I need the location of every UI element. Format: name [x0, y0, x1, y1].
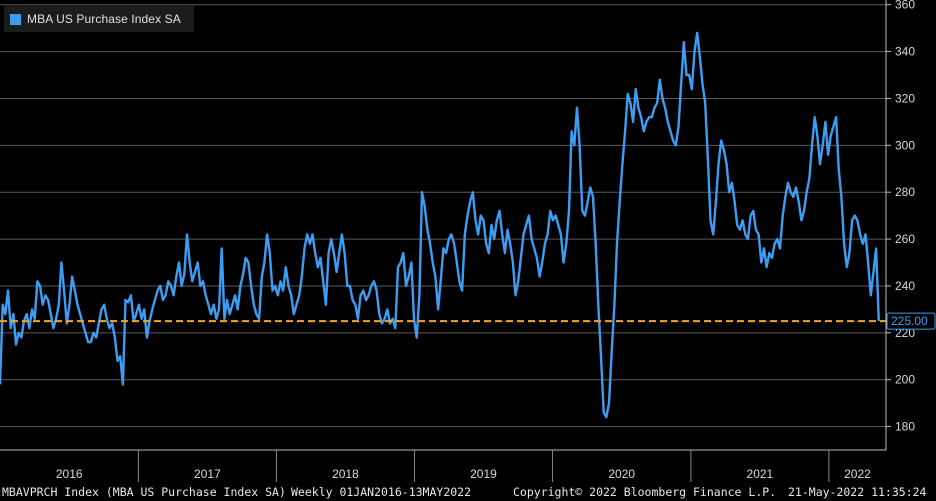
y-tick-label-240: 240 — [895, 279, 915, 293]
footer-range: Weekly 01JAN2016-13MAY2022 — [291, 485, 472, 499]
legend-swatch — [10, 13, 21, 25]
y-tick-label-260: 260 — [895, 232, 915, 246]
y-tick-label-320: 320 — [895, 91, 915, 105]
y-tick-label-300: 300 — [895, 138, 915, 152]
y-tick-label-180: 180 — [895, 420, 915, 434]
x-tick-label-2018: 2018 — [332, 467, 359, 481]
x-tick-label-2020: 2020 — [608, 467, 635, 481]
x-tick-label-2019: 2019 — [470, 467, 497, 481]
y-tick-label-280: 280 — [895, 185, 915, 199]
footer: MBAVPRCH Index (MBA US Purchase Index SA… — [0, 484, 936, 501]
y-tick-label-360: 360 — [895, 0, 915, 12]
legend-label: MBA US Purchase Index SA — [27, 12, 181, 26]
x-tick-label-2017: 2017 — [194, 467, 221, 481]
footer-timestamp: 21-May-2022 11:35:24 — [788, 485, 927, 499]
y-tick-label-340: 340 — [895, 45, 915, 59]
footer-ticker: MBAVPRCH Index (MBA US Purchase Index SA… — [2, 485, 286, 499]
legend: MBA US Purchase Index SA — [4, 6, 194, 32]
x-tick-label-2021: 2021 — [747, 467, 774, 481]
series-line-mba-purchase-index — [0, 31, 880, 419]
x-tick-label-2016: 2016 — [56, 467, 83, 481]
y-tick-label-200: 200 — [895, 373, 915, 387]
last-value-label: 225.00 — [891, 314, 928, 328]
x-axis: 2016 2017 2018 2019 2020 2021 2022 — [0, 449, 886, 482]
footer-copyright: Copyright© 2022 Bloomberg Finance L.P. — [513, 485, 777, 499]
x-tick-label-2022: 2022 — [844, 467, 871, 481]
last-value-badge: 225.00 — [886, 312, 936, 330]
